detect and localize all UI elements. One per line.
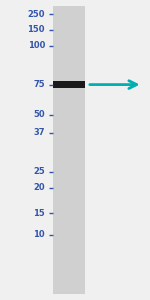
Text: 50: 50 (33, 110, 45, 119)
Text: 75: 75 (33, 80, 45, 89)
Text: 10: 10 (33, 230, 45, 239)
Text: 20: 20 (33, 183, 45, 192)
Text: 37: 37 (33, 128, 45, 137)
Text: 25: 25 (33, 167, 45, 176)
Text: 150: 150 (27, 26, 45, 34)
Bar (53, 81, 85, 88)
Text: 250: 250 (27, 10, 45, 19)
Text: 15: 15 (33, 208, 45, 217)
Text: 100: 100 (28, 41, 45, 50)
Bar (53, 6, 85, 294)
